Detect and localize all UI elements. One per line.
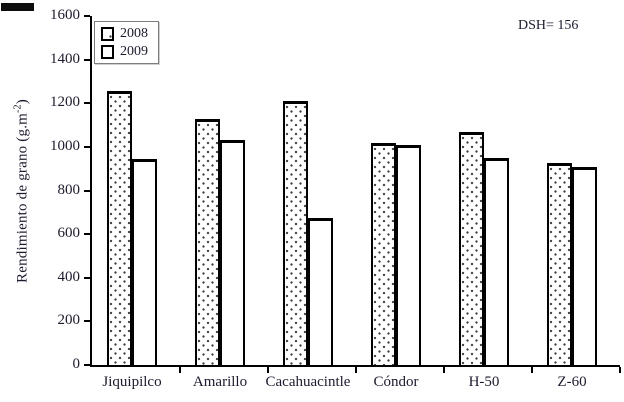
y-axis-tick-label: 400 (57, 268, 81, 285)
y-axis-tick (84, 145, 90, 148)
bar-2009-cóndor (396, 145, 421, 365)
bar-2008-amarillo (195, 119, 220, 365)
y-axis-tick-label: 600 (57, 225, 81, 242)
bar-2008-jiquipilco (107, 91, 132, 365)
x-axis-category-label: Z-60 (557, 374, 587, 390)
bar-2008-cóndor (371, 143, 396, 365)
x-axis-tick (531, 367, 533, 373)
y-axis-tick-label: 0 (72, 356, 81, 372)
y-axis-tick-label: 200 (57, 312, 81, 329)
y-axis-tick (84, 15, 90, 17)
y-axis-tick (84, 364, 90, 366)
y-axis-tick-label: 1000 (50, 137, 80, 154)
x-axis-tick (619, 367, 621, 373)
x-axis-category-label: Cacahuacintle (265, 374, 351, 390)
legend-label: 2009 (120, 44, 148, 59)
y-axis-tick (84, 189, 90, 192)
legend-swatch-dotted (101, 26, 114, 41)
y-axis-tick (84, 58, 90, 61)
bar-2009-h-50 (484, 158, 509, 365)
legend-item-2009: 2009 (101, 44, 148, 59)
scan-artifact-mark (1, 3, 34, 11)
y-axis-title-close: ) (14, 99, 31, 105)
y-axis-title-superscript: -2 (12, 104, 24, 113)
x-axis-category-label: H-50 (468, 374, 500, 390)
y-axis-tick (84, 276, 90, 279)
bar-2008-cacahuacintle (283, 101, 308, 365)
legend-item-2008: 2008 (101, 26, 148, 41)
y-axis-tick-label: 1200 (50, 94, 80, 111)
bar-2009-cacahuacintle (308, 218, 333, 365)
y-axis-title-text: Rendimiento de grano (g.m (14, 112, 31, 283)
dsh-annotation: DSH= 156 (518, 18, 579, 33)
bar-2008-h-50 (459, 132, 484, 365)
bar-2008-z-60 (547, 163, 572, 365)
legend-swatch-plain (101, 44, 114, 59)
legend-label: 2008 (120, 26, 148, 41)
x-axis-category-label: Jiquipilco (102, 374, 162, 390)
x-axis-tick (179, 367, 181, 373)
bar-2009-jiquipilco (132, 159, 157, 365)
bar-2009-amarillo (220, 140, 245, 365)
x-axis-tick (443, 367, 445, 373)
x-axis-category-label: Cóndor (373, 374, 419, 390)
plot-area: 0 200 400 600 800 1000 1200 1400 1600 Jiquipilco A… (50, 8, 621, 390)
y-axis-tick-label: 1600 (50, 7, 80, 23)
y-axis-tick (84, 320, 90, 323)
y-axis-tick (84, 233, 90, 236)
legend: 2008 2009 (94, 21, 159, 64)
y-axis-tick (84, 102, 90, 105)
y-axis-title: Rendimiento de grano (g.m-2) (13, 99, 32, 283)
bar-2009-z-60 (572, 167, 597, 365)
x-axis-tick (267, 367, 269, 373)
y-axis-tick-label: 1400 (50, 50, 80, 67)
y-axis-tick-label: 800 (57, 181, 81, 198)
x-axis-tick (355, 367, 357, 373)
x-axis-category-label: Amarillo (192, 374, 248, 390)
